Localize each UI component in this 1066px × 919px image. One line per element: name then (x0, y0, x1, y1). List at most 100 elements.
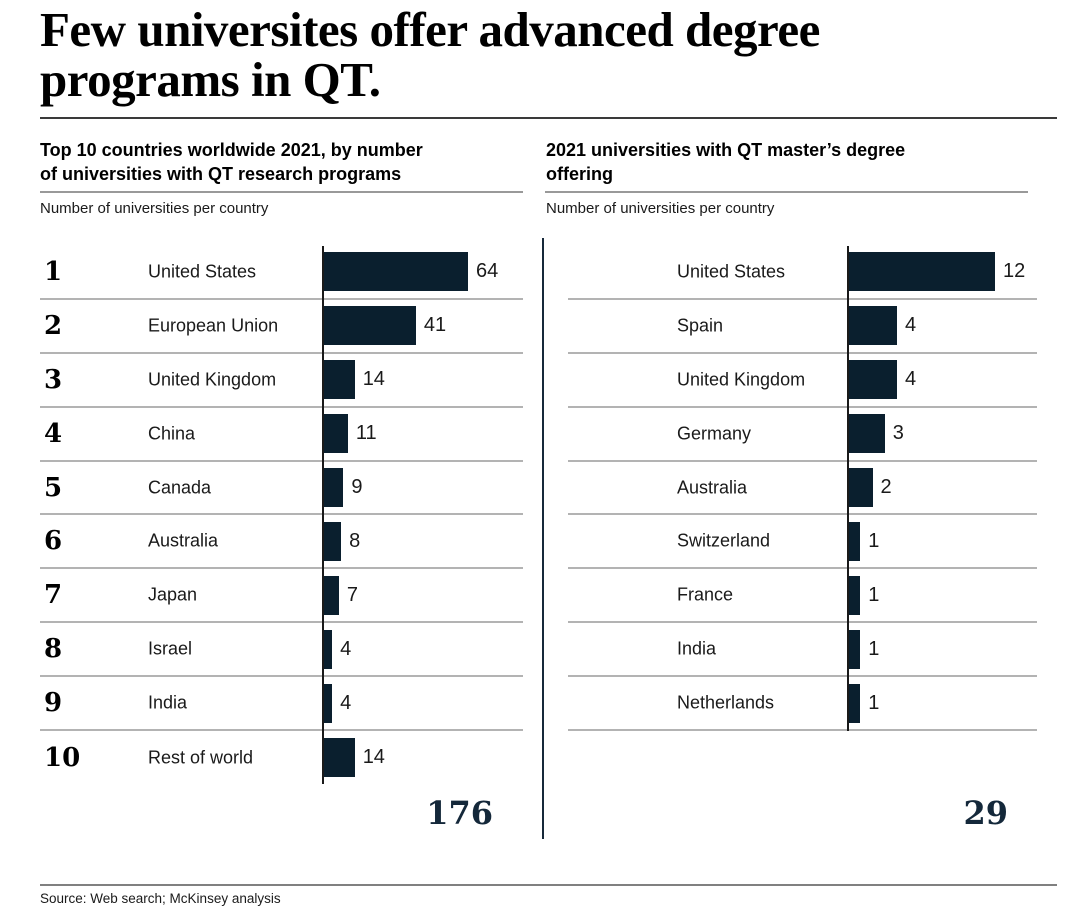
value-label: 4 (905, 314, 917, 337)
rank-number: 4 (44, 418, 63, 449)
left-chart-axis-line (322, 246, 324, 784)
category-label: Australia (148, 530, 219, 551)
category-label: China (148, 423, 196, 444)
rank-number: 10 (44, 742, 81, 773)
rank-number: 1 (44, 256, 63, 287)
bar-group: 14 (323, 354, 385, 406)
bar (323, 575, 339, 615)
bar (323, 414, 348, 454)
left-chart-total: 176 (426, 794, 493, 832)
category-label: Israel (148, 638, 193, 659)
category-label: United States (677, 261, 786, 282)
chart-row: United Kingdom 4 (568, 354, 1037, 408)
value-label: 14 (362, 368, 385, 391)
value-label: 3 (892, 422, 904, 445)
value-label: 8 (349, 529, 361, 552)
category-label: United Kingdom (677, 369, 806, 390)
bar (848, 521, 861, 561)
chart-row: 9 India 4 (40, 677, 523, 732)
rank-number: 5 (44, 472, 63, 503)
value-label: 12 (1003, 260, 1026, 283)
rank-number: 7 (44, 580, 63, 611)
category-label: United Kingdom (148, 369, 277, 390)
category-label: Switzerland (677, 530, 771, 551)
right-chart-axis-line (847, 246, 849, 731)
bar (323, 738, 355, 778)
bar (848, 306, 897, 346)
bar (848, 414, 885, 454)
chart-row: France 1 (568, 569, 1037, 624)
bar-group: 9 (323, 462, 363, 514)
value-label: 9 (351, 476, 363, 498)
bar-group: 7 (323, 569, 358, 621)
chart-row: 6 Australia 8 (40, 515, 523, 570)
value-label: 14 (362, 746, 385, 769)
chart-row: Australia 2 (568, 462, 1037, 516)
chart-row: Spain 4 (568, 300, 1037, 354)
category-label: France (677, 584, 734, 605)
value-label: 11 (355, 422, 377, 445)
chart-row: 7 Japan 7 (40, 569, 523, 624)
value-label: 41 (423, 314, 447, 337)
category-label: United States (148, 261, 257, 282)
bar (323, 521, 342, 561)
bar (323, 468, 344, 507)
chart-row: 8 Israel 4 (40, 623, 523, 678)
rank-number: 6 (44, 526, 63, 557)
bar-group: 2 (848, 462, 892, 514)
bar-group: 8 (323, 515, 360, 567)
chart-row: Switzerland 1 (568, 515, 1037, 570)
category-label: Netherlands (677, 692, 775, 713)
value-label: 2 (880, 476, 892, 498)
bar (323, 683, 333, 723)
right-bar-chart: United States 12 Spain 4 United Kingdom 4 Germ… (568, 246, 1037, 732)
left-header-rule (40, 191, 523, 193)
chart-row: 10 Rest of world 14 (40, 731, 523, 785)
right-chart-title: 2021 universities with QT master’s degre… (546, 140, 906, 184)
category-label: Germany (677, 423, 752, 444)
category-label: Rest of world (148, 747, 254, 768)
panel-divider-line (542, 238, 544, 839)
rank-number: 9 (44, 688, 63, 719)
chart-row: Netherlands 1 (568, 677, 1037, 732)
chart-row: 2 European Union 41 (40, 300, 523, 354)
value-label: 1 (868, 637, 880, 660)
left-unit-label: Number of universities per country (40, 200, 269, 217)
bar-group: 1 (848, 623, 879, 675)
rank-number: 8 (44, 634, 63, 665)
bar-group: 4 (323, 677, 351, 729)
rank-number: 2 (44, 310, 63, 341)
value-label: 64 (476, 260, 499, 283)
value-label: 1 (868, 583, 880, 606)
value-label: 4 (340, 691, 352, 714)
bar (848, 629, 861, 669)
category-label: India (677, 638, 717, 659)
chart-row: 3 United Kingdom 14 (40, 354, 523, 408)
chart-row: 5 Canada 9 (40, 462, 523, 516)
bar (848, 468, 873, 507)
right-chart-total: 29 (963, 794, 1008, 832)
chart-row: United States 12 (568, 246, 1037, 300)
chart-row: Germany 3 (568, 408, 1037, 462)
bar (848, 360, 897, 400)
category-label: Japan (148, 584, 198, 605)
bar-group: 4 (848, 300, 916, 352)
value-label: 4 (905, 368, 917, 391)
source-note: Source: Web search; McKinsey analysis (40, 891, 281, 906)
bar-group: 4 (323, 623, 351, 675)
bar-group: 41 (323, 300, 446, 352)
bar (323, 306, 416, 346)
left-bar-chart: 1 United States 64 2 European Union 41 3 United… (40, 246, 523, 785)
value-label: 4 (340, 637, 352, 660)
chart-row: 1 United States 64 (40, 246, 523, 300)
category-label: Canada (148, 477, 212, 497)
bar (848, 683, 861, 723)
bar (323, 252, 468, 292)
bar-group: 3 (848, 408, 904, 460)
category-label: European Union (148, 315, 279, 336)
right-header-rule (545, 191, 1028, 193)
category-label: Spain (677, 315, 724, 336)
page-title: Few universites offer advanced degree pr… (40, 2, 820, 107)
left-chart-title: Top 10 countries worldwide 2021, by numb… (40, 140, 423, 184)
